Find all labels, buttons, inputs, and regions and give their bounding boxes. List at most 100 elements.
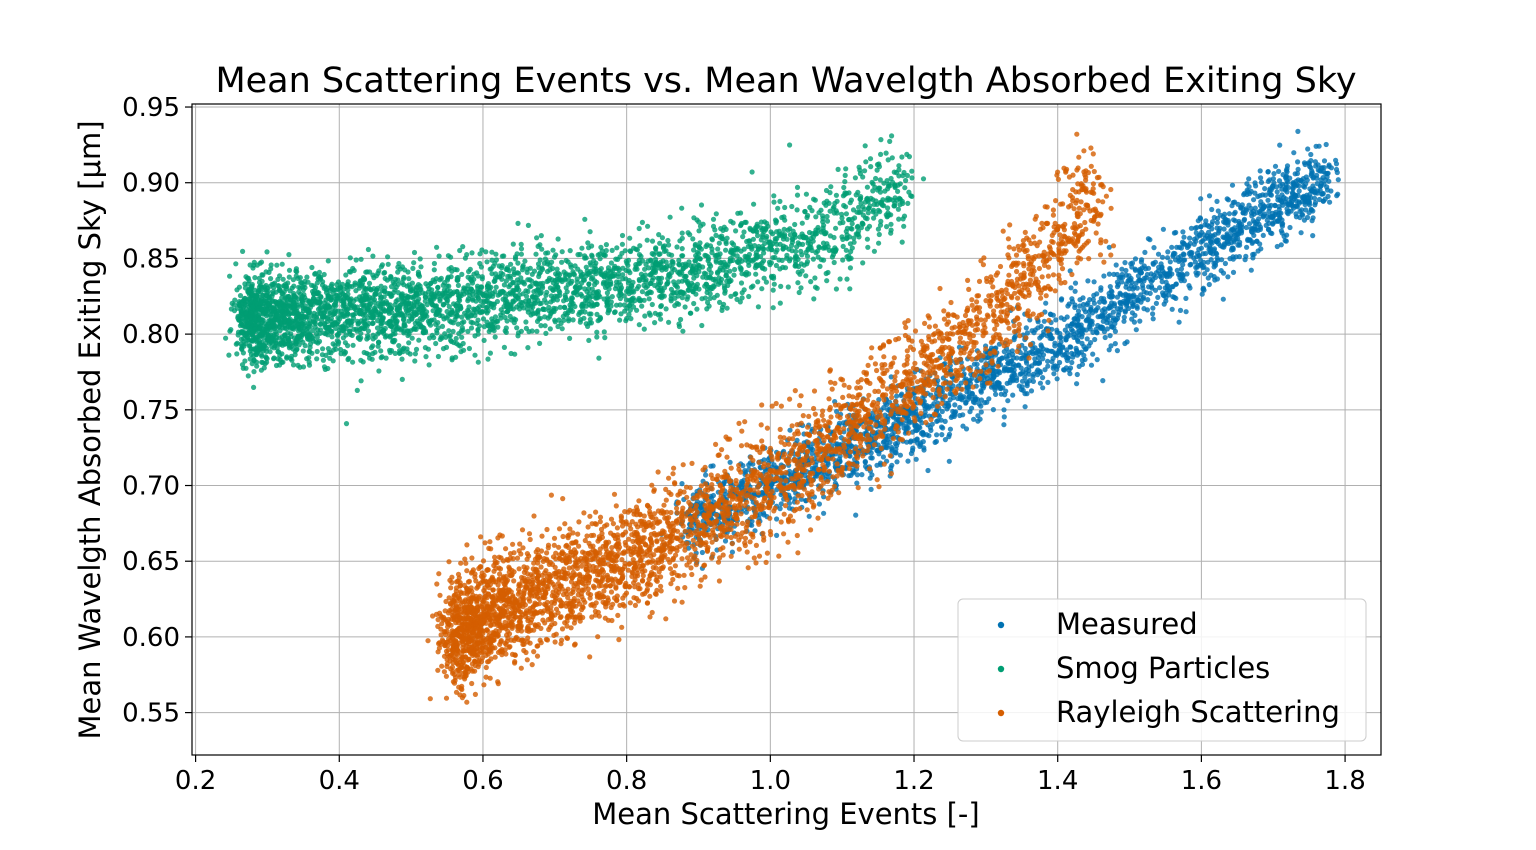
data-point xyxy=(910,410,916,416)
data-point xyxy=(306,359,312,365)
data-point xyxy=(554,297,561,303)
data-point xyxy=(854,472,861,478)
data-point xyxy=(306,355,312,361)
data-point xyxy=(485,356,491,362)
data-point xyxy=(978,409,984,415)
data-point xyxy=(622,248,628,254)
data-point xyxy=(1295,177,1301,183)
data-point xyxy=(679,235,685,241)
data-point xyxy=(1087,319,1093,325)
data-point xyxy=(889,444,895,451)
data-point xyxy=(511,316,517,322)
data-point xyxy=(500,310,506,316)
data-point xyxy=(350,359,356,365)
data-point xyxy=(1265,197,1271,203)
data-point xyxy=(1309,218,1315,224)
data-point xyxy=(234,351,240,357)
data-point xyxy=(1183,295,1189,301)
data-point xyxy=(891,203,897,209)
data-point xyxy=(1107,333,1113,339)
data-point xyxy=(1064,350,1070,356)
data-point xyxy=(1056,350,1062,356)
data-point xyxy=(268,266,274,272)
data-point xyxy=(1088,362,1095,368)
data-point xyxy=(475,359,481,365)
data-point xyxy=(354,387,360,393)
data-point xyxy=(1237,242,1243,248)
data-point xyxy=(862,143,868,149)
data-point xyxy=(619,232,626,239)
data-point xyxy=(560,313,566,319)
data-point xyxy=(640,258,646,264)
data-point xyxy=(638,253,644,259)
data-point xyxy=(851,468,857,475)
data-point xyxy=(929,403,935,409)
data-point xyxy=(376,340,382,346)
data-point xyxy=(1165,249,1171,255)
data-point xyxy=(1151,245,1157,251)
data-point xyxy=(1323,141,1329,148)
data-point xyxy=(755,304,762,310)
data-point xyxy=(661,248,668,254)
data-point xyxy=(1044,347,1050,353)
data-point xyxy=(794,207,800,213)
data-point xyxy=(1065,355,1071,361)
data-point xyxy=(1207,239,1214,245)
data-point xyxy=(1057,335,1063,341)
data-point xyxy=(559,259,565,265)
data-point xyxy=(1231,237,1237,243)
data-point xyxy=(1140,296,1146,302)
data-point xyxy=(691,215,697,221)
data-point xyxy=(1305,198,1312,204)
data-point xyxy=(679,481,685,487)
data-point xyxy=(484,259,490,265)
data-point xyxy=(1001,414,1007,420)
data-point xyxy=(1169,306,1175,312)
data-point xyxy=(300,348,306,354)
data-point xyxy=(1293,192,1299,199)
data-point xyxy=(1220,214,1226,220)
data-point xyxy=(1101,306,1108,312)
data-point xyxy=(1041,318,1047,324)
data-point xyxy=(1098,295,1104,301)
data-point xyxy=(939,432,945,438)
data-point xyxy=(1191,236,1197,242)
data-point xyxy=(1214,220,1220,226)
data-point xyxy=(723,247,729,253)
data-point xyxy=(1160,292,1166,298)
data-point xyxy=(1206,246,1212,253)
data-point xyxy=(909,168,915,174)
data-points xyxy=(223,128,1341,705)
data-point xyxy=(1144,307,1150,313)
data-point xyxy=(777,300,783,306)
data-point xyxy=(1176,258,1182,264)
data-point xyxy=(770,305,776,311)
data-point xyxy=(894,459,900,465)
data-point xyxy=(1181,240,1187,246)
data-point xyxy=(1262,186,1268,192)
data-point xyxy=(958,380,964,386)
data-point xyxy=(1248,267,1254,273)
data-point xyxy=(1188,225,1194,231)
data-point xyxy=(798,285,804,291)
data-point xyxy=(1204,222,1210,228)
data-point xyxy=(679,246,685,252)
data-point xyxy=(1054,376,1060,382)
data-point xyxy=(831,259,837,266)
data-point xyxy=(771,281,777,287)
data-point xyxy=(860,174,866,180)
data-point xyxy=(907,439,914,445)
data-point xyxy=(376,368,382,374)
data-point xyxy=(910,445,916,451)
data-point xyxy=(824,278,830,284)
data-point xyxy=(247,348,253,354)
data-point xyxy=(979,383,985,389)
data-point xyxy=(1001,422,1007,428)
data-point xyxy=(1198,224,1204,230)
data-point xyxy=(1198,257,1204,263)
data-point xyxy=(1203,250,1209,257)
data-point xyxy=(1228,247,1235,253)
data-point xyxy=(1022,345,1028,352)
data-point xyxy=(1320,190,1326,197)
data-point xyxy=(399,294,405,300)
